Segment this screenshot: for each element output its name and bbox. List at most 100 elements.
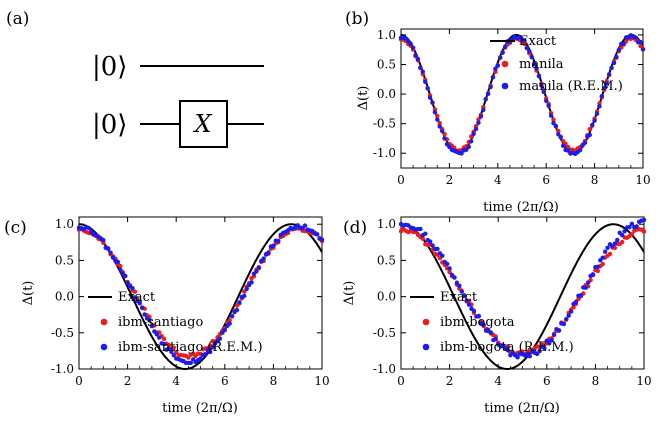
panel-b-series-1-point — [638, 43, 643, 49]
panel-d-series-2-point — [641, 217, 647, 223]
panel-b-y-axis-label: Δ(t) — [356, 86, 371, 111]
panel-c-series-1-point — [171, 345, 176, 350]
panel-d-y-tick-label-4: 1.0 — [377, 217, 396, 231]
panel-d-x-tick-label-2: 4 — [494, 374, 502, 388]
panel-b-y-axis: -1.0 -0.5 0.0 0.5 1.0 — [373, 28, 643, 160]
panel-b-series-2-point — [410, 45, 416, 50]
panel-c-series-2-point — [142, 312, 147, 317]
panel-d-series-2-point — [551, 332, 557, 338]
x-gate-label: X — [192, 110, 212, 138]
panel-c-series-2-point — [256, 265, 262, 270]
panel-b-series-2-point — [577, 147, 583, 153]
panel-b-series-2-point — [522, 38, 527, 43]
panel-d-series-2-point — [600, 255, 605, 260]
panel-b-series-1-point — [442, 131, 447, 137]
panel-b-series-2-point — [459, 151, 464, 156]
panel-d-label: (d) — [343, 218, 367, 238]
panel-c-series-2-point — [130, 286, 135, 291]
panel-d-series-2-point — [447, 266, 452, 271]
panel-b-y-tick-label-1: -0.5 — [373, 117, 396, 131]
panel-c-series-1-point — [166, 342, 172, 348]
panel-c-legend-series-1-marker — [100, 318, 108, 326]
panel-b-series-2-point — [447, 144, 452, 150]
panel-d-data-points — [398, 217, 647, 360]
panel-c-x-tick-label-5: 10 — [314, 374, 329, 388]
panel-c-series-2-point — [147, 318, 152, 323]
panel-d-series-2-point — [466, 302, 472, 307]
panel-d-series-1-point — [447, 269, 452, 275]
panel-d-series-2-point — [595, 264, 601, 270]
panel-d-series-2-point — [481, 322, 486, 328]
panel-c-series-2-point — [137, 301, 142, 306]
panel-b-series-1-point — [522, 41, 527, 47]
panel-b-label: (b) — [345, 9, 369, 29]
panel-b-series-2-point — [488, 84, 493, 90]
panel-b-series-1-point — [437, 121, 442, 126]
panel-b-series-2-point — [439, 128, 445, 134]
qubit-0-state-label: |0⟩ — [92, 52, 127, 82]
panel-b-series-2-point — [425, 86, 430, 91]
panel-b-chart: (b) 0 2 4 6 8 10 -1.0 -0.5 0.0 0.5 1.0 time (2π/Ω… — [345, 9, 651, 215]
panel-a-label: (a) — [6, 9, 29, 29]
panel-d-series-2-point — [564, 316, 569, 322]
panel-d-series-2-point — [461, 293, 467, 298]
panel-c-series-2-point — [242, 293, 247, 299]
panel-c-series-2-point — [169, 349, 174, 355]
panel-b-series-2-point — [534, 66, 539, 71]
panel-d-series-2-point — [590, 272, 596, 277]
panel-c-series-2-point — [266, 250, 271, 255]
panel-c-y-tick-label-0: -1.0 — [51, 362, 74, 376]
panel-d-series-2-point — [549, 338, 554, 343]
panel-b-x-tick-label-2: 4 — [494, 173, 502, 187]
panel-d-legend-series-2-marker — [422, 343, 430, 351]
panel-b-series-2-point — [485, 91, 491, 97]
panel-c-series-2-point — [203, 351, 208, 357]
panel-b-series-1-point — [556, 128, 561, 134]
panel-b-series-2-point — [437, 124, 442, 129]
panel-c-x-tick-label-2: 4 — [172, 374, 180, 388]
panel-b-series-2-point — [539, 83, 544, 88]
panel-b-series-2-point — [527, 48, 532, 54]
panel-b-series-2-point — [442, 136, 447, 141]
panel-d-series-2-point — [585, 280, 591, 285]
panel-d-series-1-point — [571, 304, 576, 310]
panel-b-series-1-point — [476, 117, 481, 122]
panel-d-series-2-point — [454, 280, 460, 285]
panel-b-data-points — [398, 33, 646, 157]
panel-b-x-axis-label: time (2π/Ω) — [483, 200, 559, 215]
panel-d-series-2-point — [515, 355, 520, 360]
panel-d-y-axis: -1.0 -0.5 0.0 0.5 1.0 — [373, 217, 644, 376]
panel-b-series-2-point — [432, 110, 438, 115]
panel-b-series-2-point — [500, 50, 505, 55]
panel-d-series-2-point — [622, 229, 627, 234]
panel-b-series-2-point — [606, 72, 612, 77]
panel-d-series-1-point — [641, 229, 647, 234]
panel-d-y-tick-label-3: 0.5 — [377, 253, 396, 267]
panel-c-series-2-point — [254, 269, 259, 274]
panel-b-series-2-point — [493, 66, 498, 72]
panel-d-series-2-point — [602, 249, 608, 254]
panel-d-series-2-point — [634, 224, 639, 229]
panel-d-series-1-point — [629, 231, 635, 237]
panel-b-series-2-point — [638, 39, 643, 45]
panel-d-y-axis-label: Δ(t) — [342, 281, 357, 306]
panel-c-y-tick-label-1: -0.5 — [51, 326, 74, 340]
panel-c-y-axis-label: Δ(t) — [21, 281, 36, 306]
panel-b-series-2-point — [536, 74, 542, 79]
panel-c-y-tick-label-4: 1.0 — [55, 217, 74, 231]
panel-b-y-tick-label-4: 1.0 — [377, 28, 396, 42]
panel-c-series-1-point — [132, 289, 138, 294]
panel-d-series-2-point — [573, 299, 579, 305]
panel-d-series-2-point — [615, 237, 620, 243]
panel-b-series-2-point — [524, 45, 530, 51]
panel-c-series-2-point — [261, 256, 266, 261]
panel-d-series-1-point — [595, 268, 601, 274]
panel-b-series-2-point — [551, 120, 556, 126]
panel-d-y-tick-label-2: 0.0 — [377, 290, 396, 304]
panel-b-series-2-point — [495, 63, 500, 68]
panel-b-series-2-point — [418, 65, 423, 70]
panel-b-x-tick-label-4: 8 — [591, 173, 599, 187]
panel-b-series-2-point — [611, 60, 617, 66]
panel-b-y-tick-label-2: 0.0 — [377, 87, 396, 101]
panel-b-series-2-point — [558, 135, 563, 140]
